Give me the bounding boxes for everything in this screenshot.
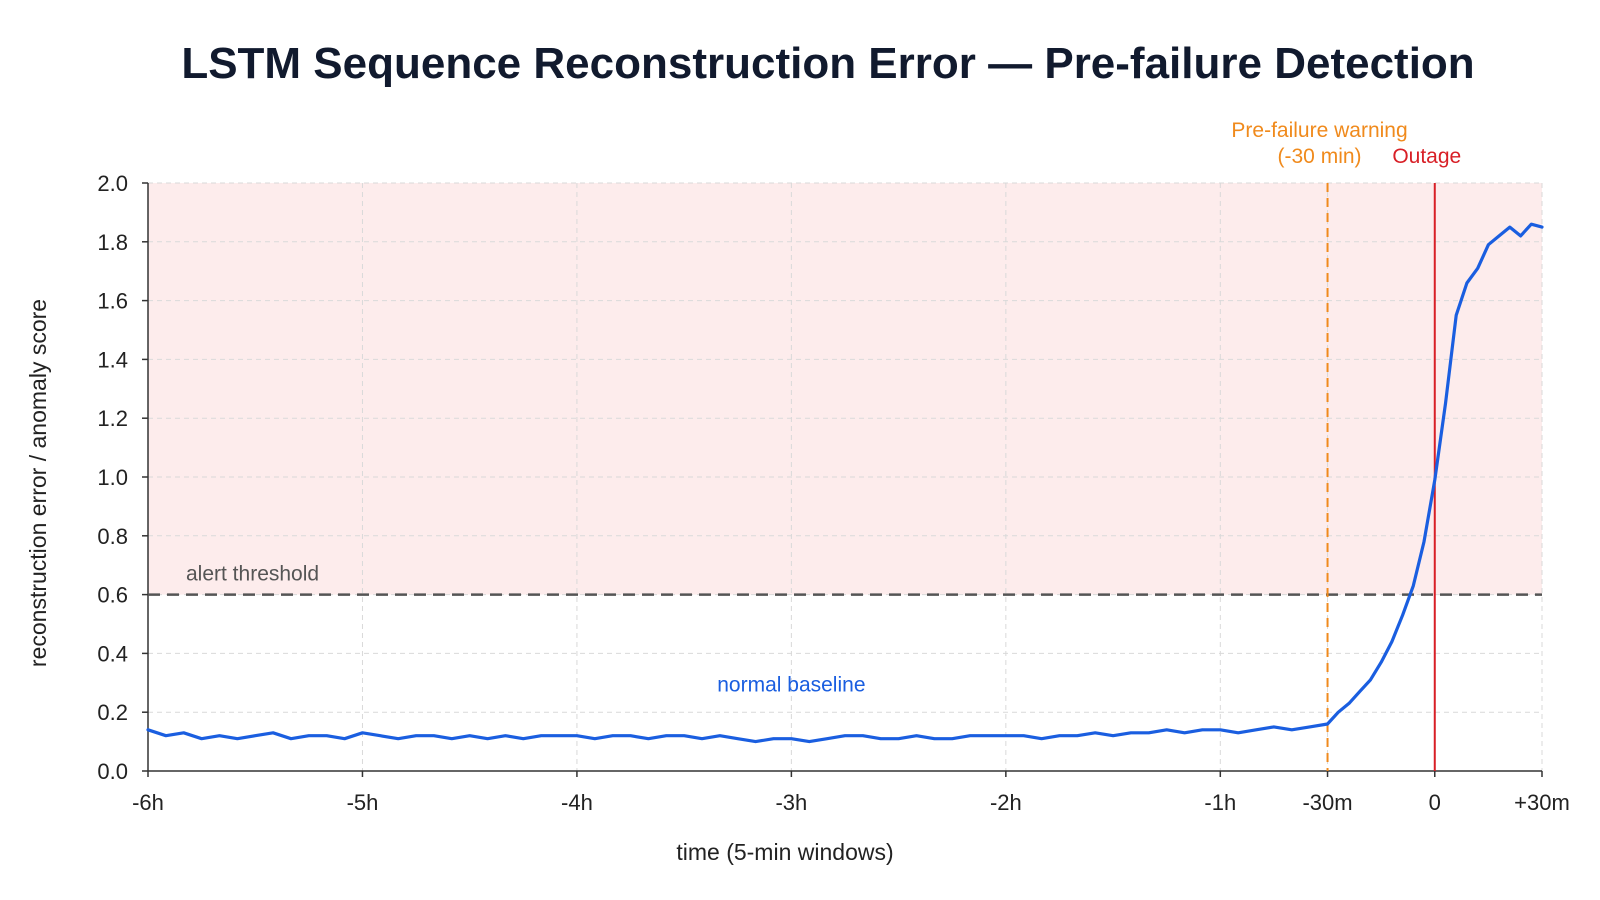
x-tick-label: +30m xyxy=(1514,790,1570,815)
x-tick-label: -3h xyxy=(775,790,807,815)
x-tick-label: -30m xyxy=(1302,790,1352,815)
anomaly-region xyxy=(148,183,1542,595)
y-tick-label: 0.8 xyxy=(97,524,128,549)
y-tick-label: 1.8 xyxy=(97,230,128,255)
threshold-label: alert threshold xyxy=(186,563,319,586)
x-tick-label: -5h xyxy=(347,790,379,815)
series-line xyxy=(146,222,1544,744)
x-axis-label: time (5-min windows) xyxy=(676,839,893,865)
x-tick-label: -2h xyxy=(990,790,1022,815)
y-axis-label: reconstruction error / anomaly score xyxy=(25,299,51,667)
baseline-annotation: normal baseline xyxy=(717,674,865,697)
warning-marker-label: Pre-failure warning xyxy=(1231,119,1407,142)
y-tick-label: 1.4 xyxy=(97,347,128,372)
y-tick-label: 2.0 xyxy=(97,171,128,196)
y-tick-label: 1.2 xyxy=(97,406,128,431)
x-tick-label: -1h xyxy=(1204,790,1236,815)
y-tick-label: 0.6 xyxy=(97,583,128,608)
warning-marker-label: (-30 min) xyxy=(1278,145,1362,168)
y-tick-label: 0.4 xyxy=(97,641,128,666)
y-tick-label: 0.2 xyxy=(97,700,128,725)
x-tick-label: 0 xyxy=(1429,790,1441,815)
outage-marker-label: Outage xyxy=(1392,145,1461,168)
y-tick-label: 0.0 xyxy=(97,759,128,784)
chart-title: LSTM Sequence Reconstruction Error — Pre… xyxy=(181,39,1474,88)
x-tick-label: -6h xyxy=(132,790,164,815)
x-tick-label: -4h xyxy=(561,790,593,815)
plot-area: 0.0 0.2 0.4 0.6 0.8 1.0 1.2 1.4 1.6 1.8 2.0 -6h -5h -… xyxy=(97,119,1569,815)
y-tick-label: 1.0 xyxy=(97,465,128,490)
y-tick-label: 1.6 xyxy=(97,289,128,314)
